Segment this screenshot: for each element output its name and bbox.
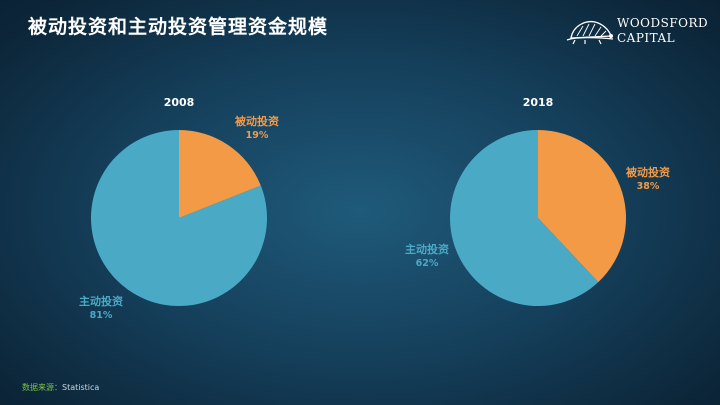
pie-title-2008: 2008 [164,96,195,109]
slice-label-2008-1: 主动投资 [79,294,123,308]
slice-label-2018-0: 被动投资 [626,165,670,179]
pie-slice-2008-1 [91,130,268,306]
slice-value-2008-1: 81% [90,310,113,321]
slice-value-2008-0: 19% [246,130,269,141]
slice-label-2008-0: 被动投资 [235,114,279,128]
pie-slice-2018-0 [538,130,627,283]
source-note: 数据来源：Statistica [22,382,99,393]
page-title: 被动投资和主动投资管理资金规模 [28,16,329,38]
pie-title-2018: 2018 [523,96,554,109]
slice-value-2018-1: 62% [416,258,439,269]
pie-slice-2018-1 [450,130,599,306]
slice-value-2018-0: 38% [637,181,660,192]
turtle-emblem-icon [566,20,614,45]
source-label: 数据来源： [22,383,62,392]
logo-text-line2: CAPITAL [617,31,676,45]
source-value: Statistica [62,383,100,392]
pie-slice-2008-0 [179,130,261,218]
company-logo: WOODSFORD CAPITAL [565,14,715,48]
slice-label-2018-1: 主动投资 [405,242,449,256]
logo-text-line1: WOODSFORD [617,16,709,30]
